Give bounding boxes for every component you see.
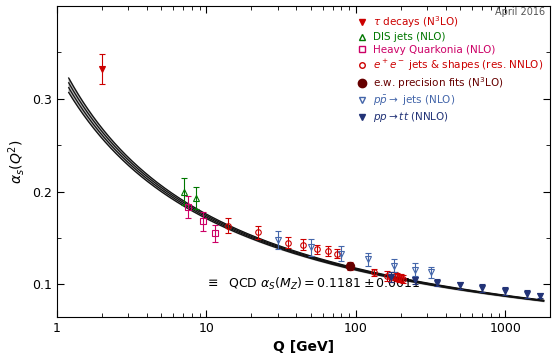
Text: $\equiv$  QCD $\alpha_S(M_Z) = 0.1181 \pm 0.0011$: $\equiv$ QCD $\alpha_S(M_Z) = 0.1181 \pm… (205, 276, 420, 292)
Y-axis label: $\alpha_s(Q^2)$: $\alpha_s(Q^2)$ (6, 139, 27, 184)
Legend: $\tau$ decays (N$^3$LO), DIS jets (NLO), Heavy Quarkonia (NLO), $e^+e^-$ jets & : $\tau$ decays (N$^3$LO), DIS jets (NLO),… (356, 14, 543, 124)
X-axis label: Q [GeV]: Q [GeV] (273, 341, 334, 355)
Text: April 2016: April 2016 (495, 7, 545, 17)
